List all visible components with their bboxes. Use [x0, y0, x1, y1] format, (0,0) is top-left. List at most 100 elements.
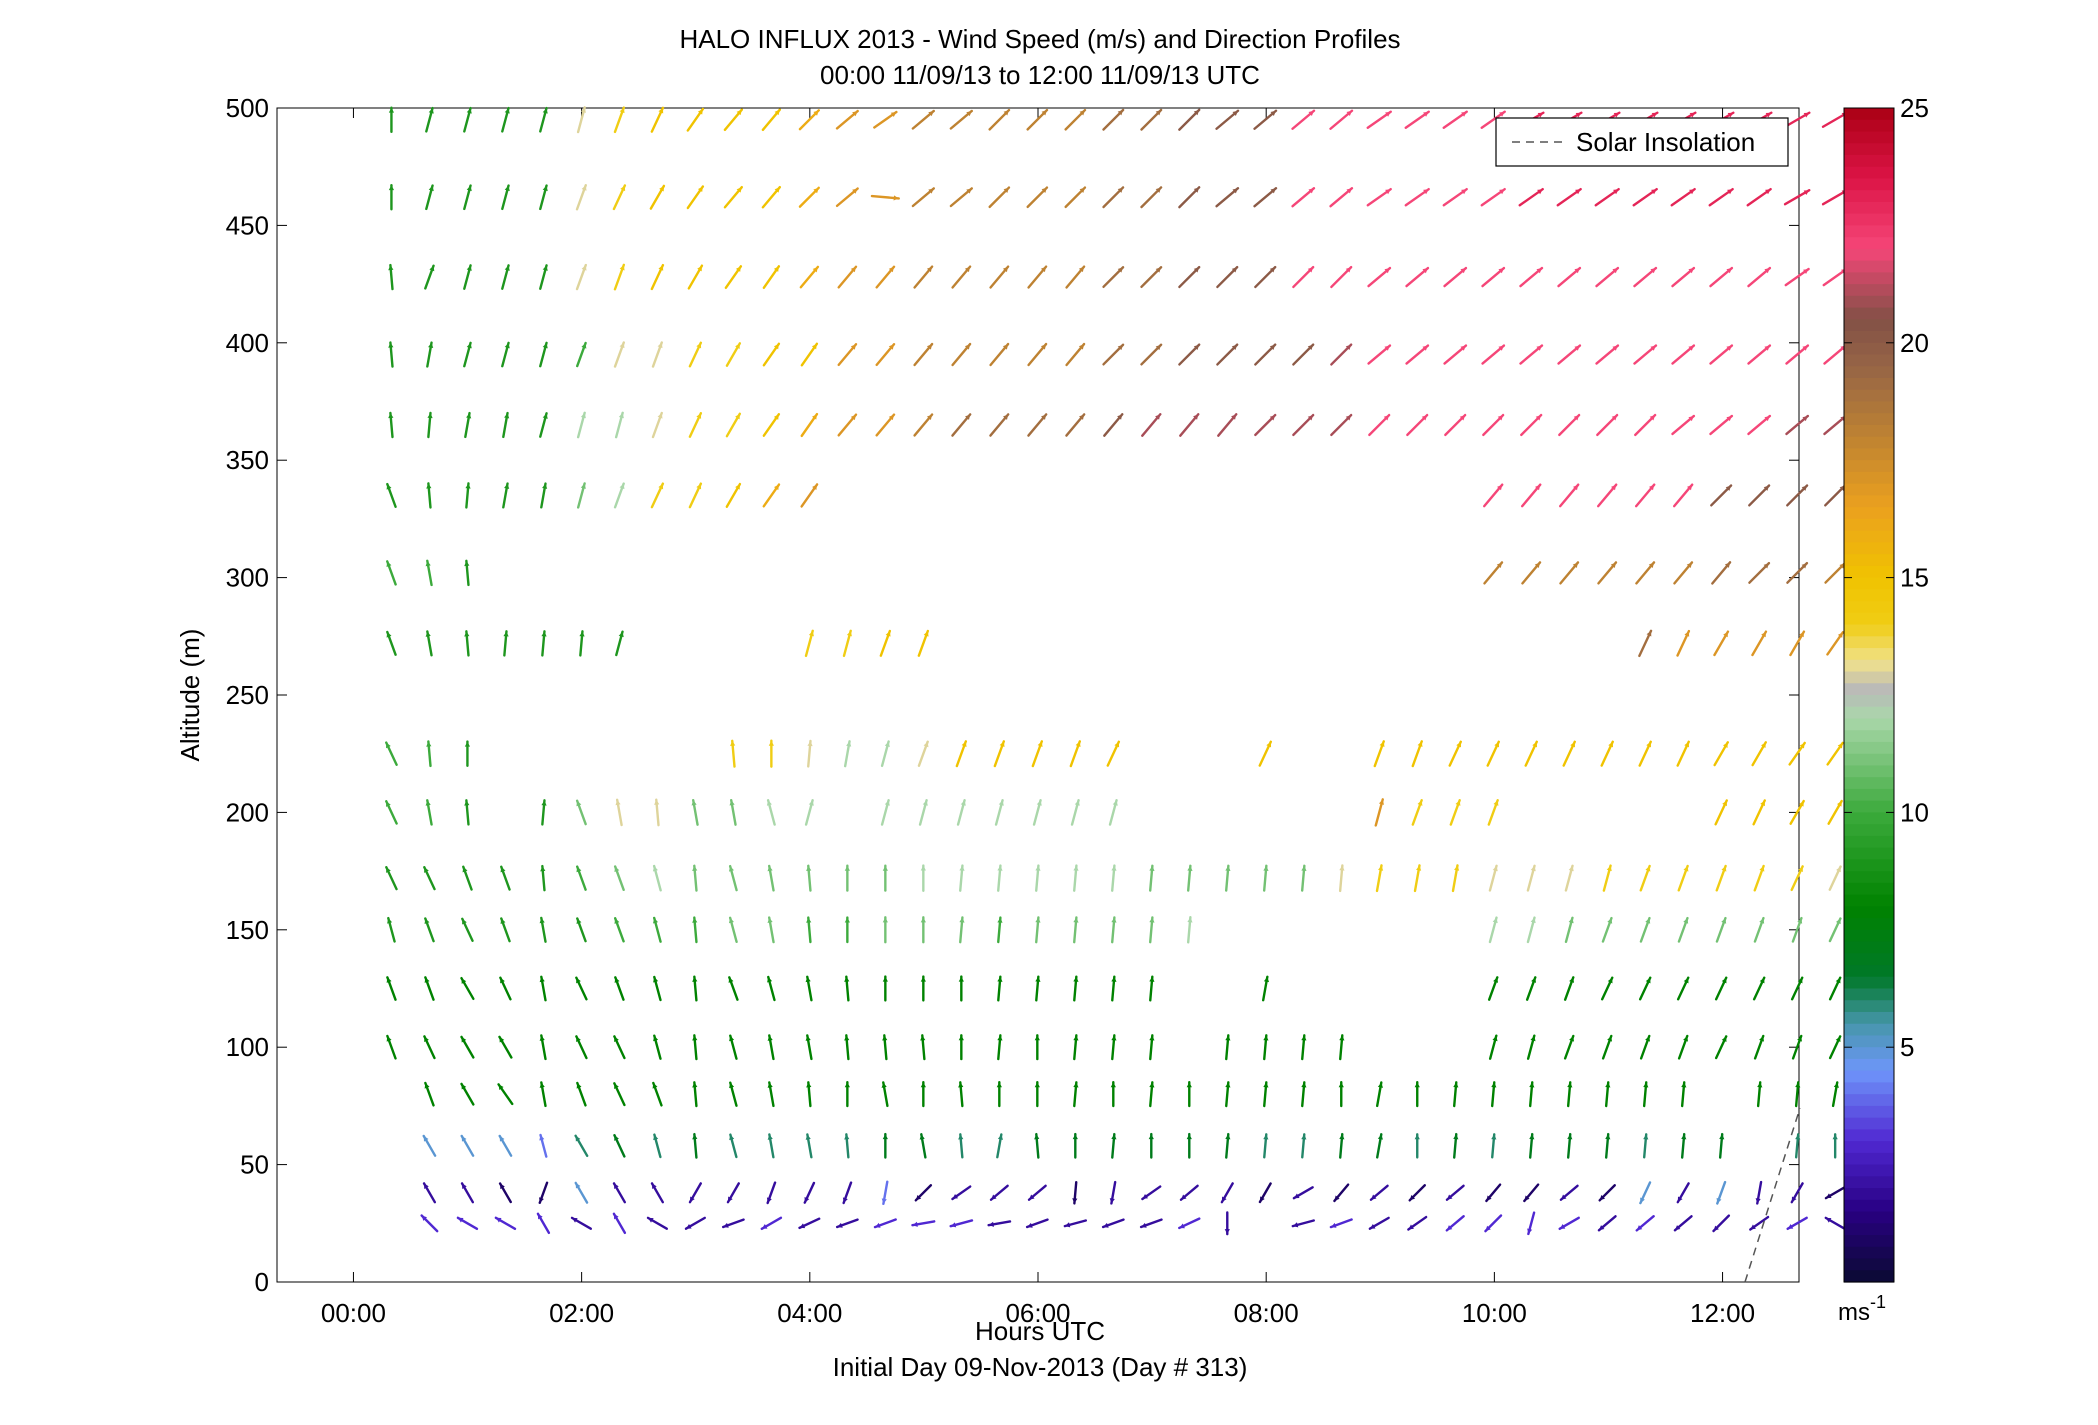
wind-arrow-head [1370, 1194, 1377, 1200]
wind-arrow-head [735, 343, 740, 349]
wind-arrow-head [1531, 977, 1537, 983]
wind-arrow-head [1491, 1134, 1497, 1140]
wind-arrow-head [1570, 741, 1576, 748]
wind-arrow-head [692, 865, 698, 871]
y-tick-label: 0 [255, 1267, 269, 1297]
initial-day-label: Initial Day 09-Nov-2013 (Day # 313) [833, 1352, 1248, 1382]
colorbar-segment [1844, 518, 1894, 532]
wind-arrow-head [620, 185, 626, 192]
wind-arrow-head [1760, 800, 1765, 807]
wind-arrow-head [1384, 268, 1390, 274]
wind-arrow-head [888, 414, 895, 421]
wind-arrow-head [540, 866, 546, 872]
wind-arrow-head [1334, 1195, 1340, 1201]
wind-arrow-head [923, 741, 929, 748]
wind-arrow-head [386, 631, 392, 638]
colorbar-segment [1844, 1000, 1894, 1013]
wind-arrow-head [576, 800, 582, 807]
x-tick-label: 02:00 [549, 1298, 614, 1328]
wind-arrow-head [961, 741, 967, 747]
wind-arrow-head [1308, 188, 1314, 194]
wind-arrow-head [691, 800, 697, 806]
wind-arrow-head [1034, 1082, 1040, 1088]
colorbar-tick-label: 25 [1900, 93, 1929, 123]
wind-arrow-head [462, 918, 467, 925]
wind-arrow-head [464, 800, 470, 806]
colorbar-segment [1844, 378, 1894, 391]
wind-arrow-head [537, 1213, 543, 1220]
wind-arrow-head [1650, 268, 1656, 274]
y-tick-label: 300 [226, 563, 269, 593]
wind-arrow-head [1225, 1134, 1231, 1140]
wind-arrow-head [1293, 1193, 1300, 1199]
wind-arrow-head [844, 865, 850, 871]
wind-arrow-head [1688, 268, 1694, 274]
wind-arrow-head [423, 1135, 429, 1142]
colorbar-tick-label: 10 [1900, 797, 1929, 827]
wind-arrow-head [1726, 268, 1732, 274]
wind-arrow-head [888, 344, 895, 350]
wind-arrow-head [805, 1035, 811, 1041]
wind-arrow-head [1648, 484, 1655, 491]
wind-arrow-head [1338, 1082, 1344, 1088]
wind-arrow-head [1073, 865, 1079, 871]
wind-arrow-head [919, 1134, 925, 1140]
x-axis-label: Hours UTC [975, 1316, 1105, 1346]
wind-arrow-head [575, 1135, 581, 1142]
colorbar-unit-base: ms [1838, 1299, 1870, 1326]
wind-arrow-head [1409, 1194, 1416, 1201]
wind-arrow-head [1111, 917, 1117, 923]
wind-arrow-head [457, 1217, 464, 1223]
wind-arrow-head [1075, 741, 1081, 747]
wind-arrow-head [1346, 110, 1352, 116]
wind-arrow-head [1688, 345, 1694, 351]
wind-arrow-head [576, 1082, 582, 1089]
colorbar-segment [1844, 741, 1894, 755]
wind-arrow-head [723, 1222, 729, 1228]
wind-arrow-head [1643, 1082, 1649, 1088]
wind-arrow-head [806, 917, 812, 923]
wind-arrow-head [1187, 865, 1193, 871]
wind-arrow-head [1034, 1134, 1040, 1140]
chart-title: HALO INFLUX 2013 - Wind Speed (m/s) and … [679, 24, 1400, 54]
wind-arrow-head [852, 111, 858, 117]
colorbar-segment [1844, 154, 1894, 168]
wind-arrow-head [1377, 1134, 1383, 1140]
colorbar-segment [1844, 495, 1894, 508]
wind-arrow-head [652, 1082, 658, 1089]
wind-arrow-head [498, 1084, 504, 1090]
wind-arrow-head [1232, 188, 1239, 194]
colorbar-segment [1844, 565, 1894, 579]
wind-arrow-head [576, 1036, 581, 1043]
colorbar-segment [1844, 201, 1894, 215]
colorbar-segment [1844, 1235, 1894, 1248]
colorbar-segment [1844, 143, 1894, 156]
colorbar-segment [1844, 965, 1894, 978]
colorbar-tick-label: 15 [1900, 563, 1929, 593]
wind-arrow-head [1757, 1082, 1763, 1088]
wind-arrow-head [495, 1217, 502, 1223]
wind-arrow-head [1461, 111, 1467, 117]
y-tick-label: 100 [226, 1032, 269, 1062]
wind-arrow-head [1799, 742, 1805, 749]
wind-arrow-head [1801, 485, 1808, 491]
wind-arrow-head [882, 1134, 888, 1140]
wind-arrow-head [1180, 1194, 1187, 1200]
wind-arrow-head [774, 187, 780, 193]
wind-arrow-head [1646, 741, 1651, 748]
colorbar-segment [1844, 1164, 1894, 1177]
colorbar-segment [1844, 1070, 1894, 1084]
colorbar-segment [1844, 401, 1894, 414]
wind-arrow-head [1836, 866, 1841, 873]
wind-arrow-head [805, 976, 811, 983]
wind-arrow-head [915, 1194, 922, 1201]
wind-arrow-head [1041, 110, 1047, 116]
wind-arrow-head [1034, 1035, 1040, 1041]
wind-arrow-head [1801, 563, 1807, 569]
wind-arrow-head [1835, 1036, 1841, 1043]
wind-arrow-head [1224, 1229, 1230, 1235]
wind-arrow-head [812, 266, 818, 273]
wind-arrow-head [1073, 976, 1079, 982]
colorbar-segment [1844, 331, 1894, 344]
colorbar-segment [1844, 976, 1894, 990]
